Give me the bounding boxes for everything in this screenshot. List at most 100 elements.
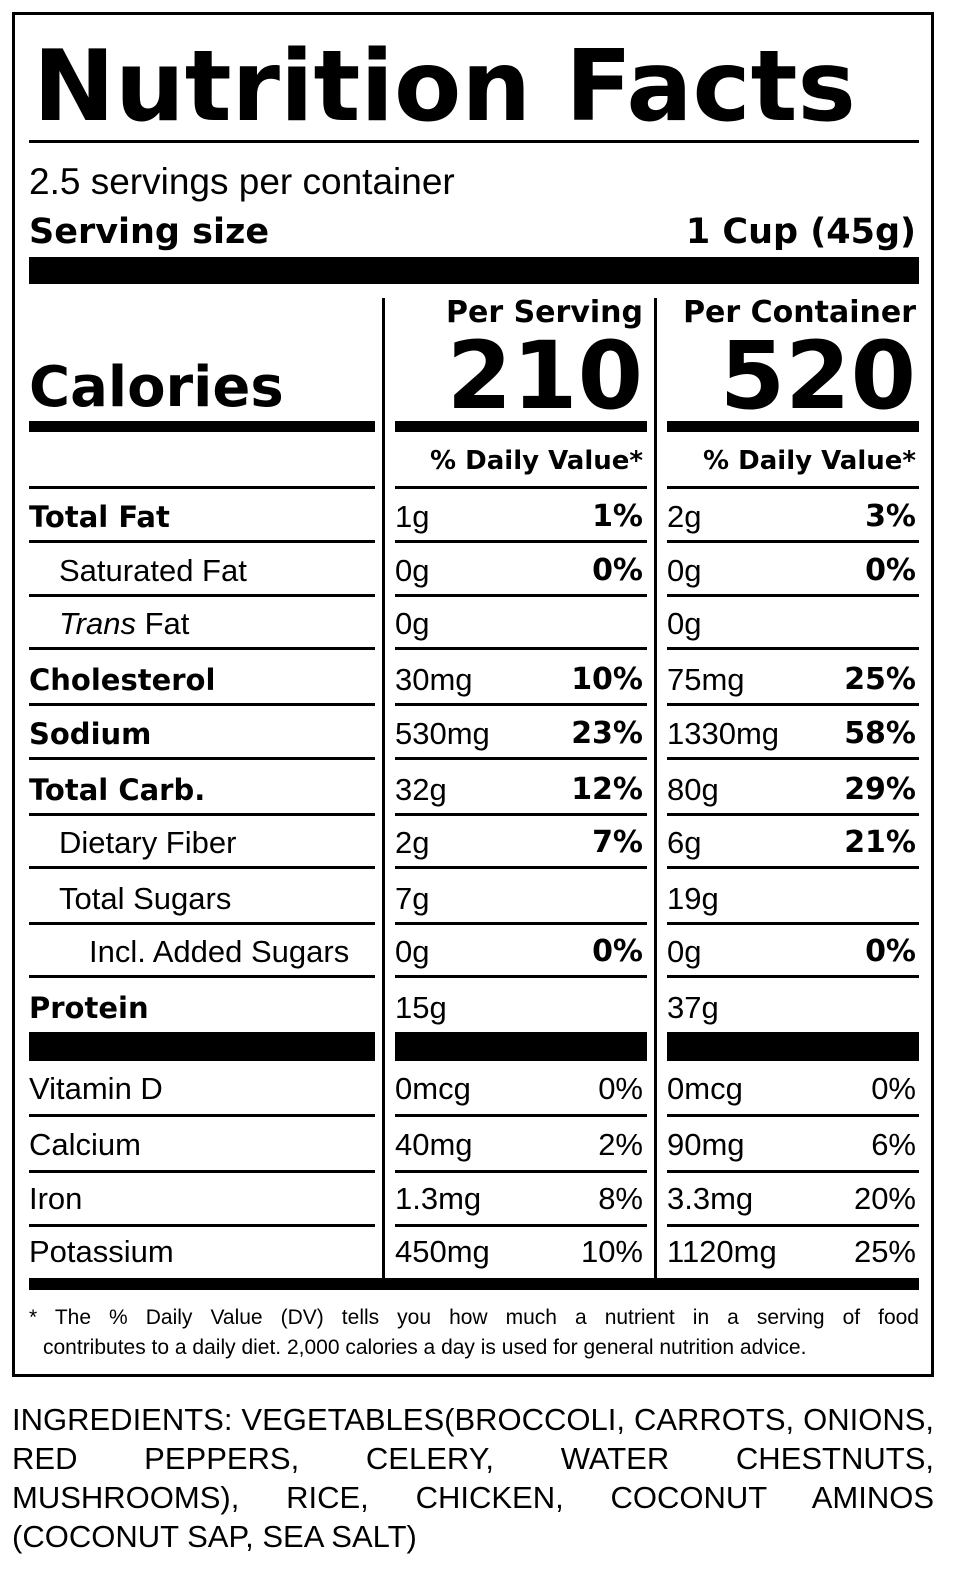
- dv-header-container: % Daily Value*: [703, 446, 916, 476]
- protein-thick-rule-3: [667, 1032, 919, 1061]
- serving-amount: 0g: [395, 934, 430, 969]
- nutrient-rule-2: [395, 866, 647, 869]
- vitamin-rule-3: [667, 1170, 919, 1173]
- nutrient-name: Total Fat: [29, 500, 170, 534]
- nutrient-rule-1: [29, 866, 375, 869]
- nutrient-rule-3: [667, 813, 919, 816]
- container-amount: 3.3mg: [667, 1181, 754, 1216]
- serving-amount: 40mg: [395, 1127, 473, 1162]
- container-amount: 2g: [667, 499, 702, 534]
- serving-daily-value: 12%: [571, 772, 643, 807]
- container-amount: 0g: [667, 934, 702, 969]
- container-daily-value: 25%: [844, 662, 916, 697]
- serving-amount: 7g: [395, 881, 430, 916]
- column-divider-1: [382, 298, 385, 1286]
- serving-size-value: 1 Cup (45g): [685, 212, 916, 252]
- vitamin-name: Calcium: [29, 1127, 141, 1162]
- container-daily-value: 21%: [844, 825, 916, 860]
- per-serving-header: Per Serving: [446, 295, 643, 330]
- calories-rule-right: [667, 421, 919, 432]
- nutrient-rule-1: [29, 975, 375, 978]
- nutrient-rule-3: [667, 703, 919, 706]
- calories-per-serving: 210: [446, 322, 643, 431]
- dv-header-serving: % Daily Value*: [430, 446, 643, 476]
- container-amount: 1330mg: [667, 716, 780, 751]
- container-amount: 1120mg: [667, 1234, 777, 1269]
- nutrient-rule-1: [29, 922, 375, 925]
- nutrient-name: Total Sugars: [59, 881, 232, 916]
- serving-amount: 530mg: [395, 716, 490, 751]
- vitamin-rule-2: [395, 1114, 647, 1117]
- container-daily-value: 6%: [871, 1127, 916, 1162]
- serving-amount: 1g: [395, 499, 430, 534]
- nutrient-rule-3: [667, 594, 919, 597]
- dv-header-rule-1: [29, 486, 375, 489]
- nutrient-rule-1: [29, 703, 375, 706]
- nutrient-name: Protein: [29, 991, 149, 1025]
- serving-amount: 30mg: [395, 662, 473, 697]
- container-daily-value: 25%: [853, 1234, 916, 1269]
- nutrient-rule-2: [395, 757, 647, 760]
- dv-header-rule-3: [667, 486, 919, 489]
- container-amount: 0g: [667, 553, 702, 588]
- bottom-thick-rule: [29, 1278, 919, 1290]
- serving-amount: 2g: [395, 825, 430, 860]
- nutrient-rule-1: [29, 594, 375, 597]
- container-amount: 6g: [667, 825, 702, 860]
- vitamin-rule-1: [29, 1224, 375, 1227]
- serving-daily-value: 2%: [598, 1127, 643, 1162]
- serving-amount: 15g: [395, 990, 447, 1025]
- vitamin-rule-1: [29, 1170, 375, 1173]
- nutrition-facts-label: Nutrition Facts 2.5 servings per contain…: [12, 12, 934, 1377]
- serving-amount: 0mcg: [395, 1071, 471, 1106]
- serving-thick-rule: [29, 257, 919, 284]
- container-daily-value: 0%: [871, 1071, 916, 1106]
- calories-per-container: 520: [719, 322, 916, 431]
- nutrient-rule-3: [667, 540, 919, 543]
- serving-amount: 0g: [395, 606, 430, 641]
- nutrient-rule-1: [29, 647, 375, 650]
- serving-daily-value: 0%: [598, 1071, 643, 1106]
- nutrient-rule-2: [395, 540, 647, 543]
- vitamin-name: Iron: [29, 1181, 83, 1216]
- nutrient-name: Total Carb.: [29, 773, 206, 807]
- nutrient-rule-1: [29, 757, 375, 760]
- nutrient-rule-2: [395, 813, 647, 816]
- container-amount: 0mcg: [667, 1071, 743, 1106]
- vitamin-rule-3: [667, 1224, 919, 1227]
- container-daily-value: 58%: [844, 716, 916, 751]
- footnote: * The % Daily Value (DV) tells you how m…: [29, 1303, 919, 1363]
- calories-label: Calories: [29, 355, 284, 420]
- nutrient-rule-1: [29, 813, 375, 816]
- container-amount: 19g: [667, 881, 719, 916]
- container-daily-value: 0%: [865, 934, 916, 969]
- container-daily-value: 3%: [865, 499, 916, 534]
- container-amount: 80g: [667, 772, 719, 807]
- ingredients-list: INGREDIENTS: VEGETABLES(BROCCOLI, CARROT…: [12, 1402, 934, 1554]
- servings-per-container: 2.5 servings per container: [29, 161, 455, 202]
- nutrient-rule-3: [667, 922, 919, 925]
- container-amount: 90mg: [667, 1127, 745, 1162]
- vitamin-rule-3: [667, 1114, 919, 1117]
- serving-daily-value: 10%: [571, 662, 643, 697]
- nutrient-rule-3: [667, 866, 919, 869]
- container-amount: 0g: [667, 606, 702, 641]
- column-divider-2: [654, 298, 657, 1286]
- nutrient-rule-2: [395, 703, 647, 706]
- protein-thick-rule-1: [29, 1032, 375, 1061]
- container-amount: 75mg: [667, 662, 745, 697]
- dv-header-rule-2: [395, 486, 647, 489]
- nutrient-name: Saturated Fat: [59, 553, 247, 588]
- nutrient-name: Trans Fat: [59, 604, 189, 644]
- calories-rule-mid: [395, 421, 647, 432]
- vitamin-rule-2: [395, 1170, 647, 1173]
- serving-daily-value: 8%: [598, 1181, 643, 1216]
- nutrient-rule-2: [395, 922, 647, 925]
- serving-amount: 32g: [395, 772, 447, 807]
- per-container-header: Per Container: [683, 295, 916, 330]
- nutrient-name-italic-prefix: Trans: [59, 606, 145, 641]
- nutrient-rule-2: [395, 594, 647, 597]
- nutrient-rule-3: [667, 757, 919, 760]
- nutrient-name: Dietary Fiber: [59, 825, 237, 860]
- serving-daily-value: 1%: [592, 499, 643, 534]
